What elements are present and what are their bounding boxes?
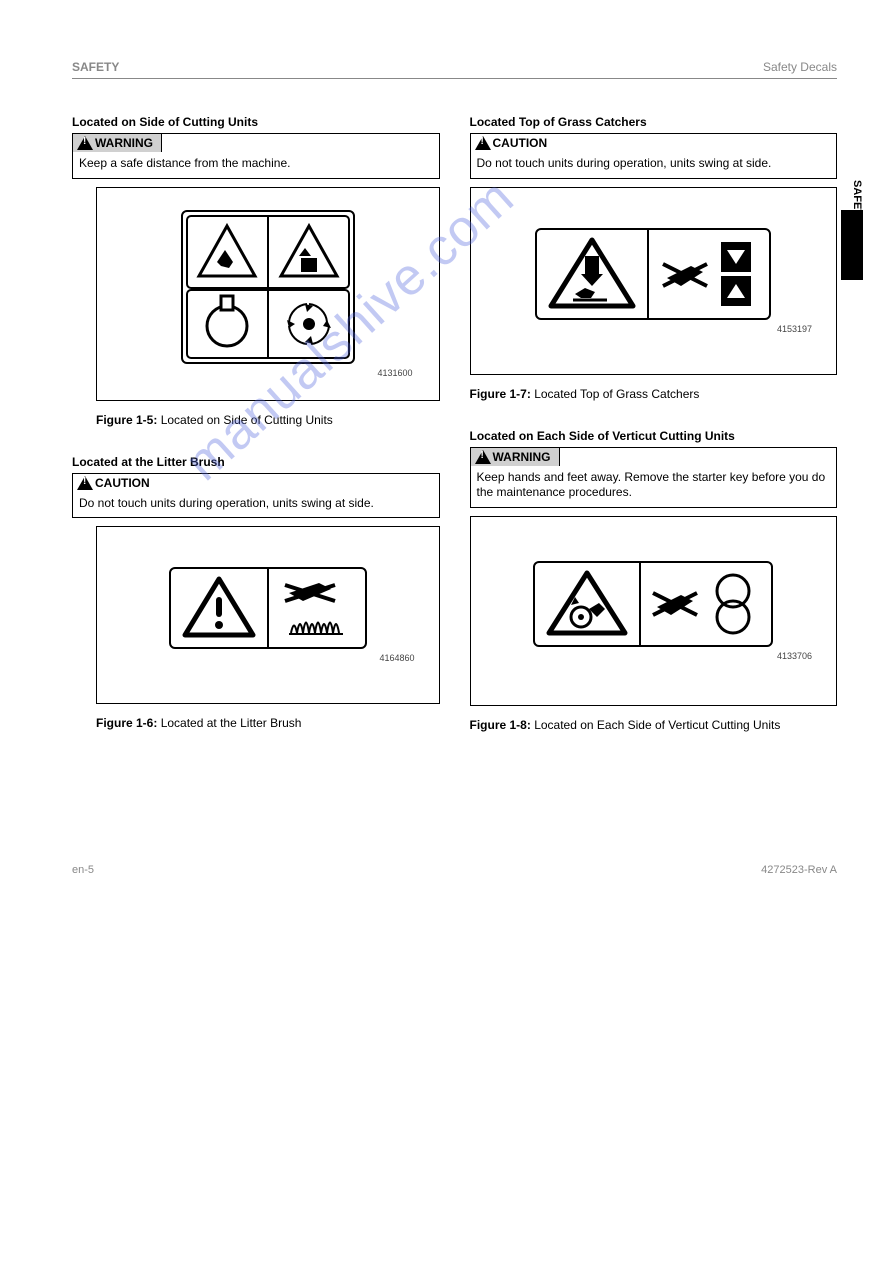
alert-triangle-icon — [475, 136, 491, 150]
warning-box-4: WARNING Keep hands and feet away. Remove… — [470, 447, 838, 508]
heading-4: Located on Each Side of Verticut Cutting… — [470, 429, 838, 443]
warning-body-2: Do not touch units during operation, uni… — [471, 152, 837, 178]
figure-caption-3: Figure 1-6: Located at the Litter Brush — [96, 716, 440, 730]
decal-image-1 — [183, 212, 353, 362]
brush-hazard-icon — [279, 575, 355, 641]
figure-caption-4: Figure 1-8: Located on Each Side of Vert… — [470, 718, 838, 732]
no-hand-rollers-icon — [651, 569, 761, 639]
part-num-2: 4153197 — [777, 324, 812, 334]
right-column: Located Top of Grass Catchers CAUTION Do… — [470, 109, 838, 754]
warning-box-2: CAUTION Do not touch units during operat… — [470, 133, 838, 179]
crush-hazard-icon — [547, 236, 637, 312]
no-hand-arrows-icon — [659, 236, 759, 312]
fig-text-4: Located on Each Side of Verticut Cutting… — [534, 718, 780, 732]
footer-right: 4272523-Rev A — [761, 864, 837, 876]
header-right: Safety Decals — [763, 60, 837, 74]
warning-box-1: WARNING Keep a safe distance from the ma… — [72, 133, 440, 179]
warning-title-1: WARNING — [95, 136, 153, 150]
header-left: SAFETY — [72, 60, 119, 74]
figure-box-2: 4153197 — [470, 187, 838, 375]
figure-box-3: 4164860 — [96, 526, 440, 704]
fig-text-1: Located on Side of Cutting Units — [161, 413, 333, 427]
figure-caption-2: Figure 1-7: Located Top of Grass Catcher… — [470, 387, 838, 401]
side-label: SAFETY — [851, 180, 863, 223]
warning-title-4: WARNING — [493, 450, 551, 464]
decal-2 — [535, 228, 771, 320]
fig-text-2: Located Top of Grass Catchers — [534, 387, 699, 401]
footer-left: en-5 — [72, 864, 94, 876]
warning-body-1: Keep a safe distance from the machine. — [73, 152, 439, 178]
heading-1: Located on Side of Cutting Units — [72, 115, 440, 129]
part-num-1: 4131600 — [377, 368, 412, 378]
decal-3 — [169, 567, 367, 649]
heading-3: Located at the Litter Brush — [72, 455, 440, 469]
fig-num-2: Figure 1-7 — [470, 387, 527, 401]
warning-title-3: CAUTION — [95, 476, 150, 490]
left-column: Located on Side of Cutting Units WARNING… — [72, 109, 440, 754]
alert-triangle-icon — [77, 476, 93, 490]
fig-text-3: Located at the Litter Brush — [161, 716, 302, 730]
page-header: SAFETY Safety Decals — [72, 60, 837, 79]
fig-num-4: Figure 1-8 — [470, 718, 527, 732]
heading-2: Located Top of Grass Catchers — [470, 115, 838, 129]
figure-box-1: 4131600 — [96, 187, 440, 401]
page-footer: en-5 4272523-Rev A — [72, 864, 837, 876]
alert-triangle-icon — [475, 450, 491, 464]
cut-hazard-icon — [545, 569, 629, 639]
fig-num-3: Figure 1-6 — [96, 716, 153, 730]
warning-box-3: CAUTION Do not touch units during operat… — [72, 473, 440, 519]
part-num-3: 4164860 — [379, 653, 414, 663]
warning-body-4: Keep hands and feet away. Remove the sta… — [471, 466, 837, 507]
figure-caption-1: Figure 1-5: Located on Side of Cutting U… — [96, 413, 440, 427]
decal-1 — [181, 210, 355, 364]
warning-body-3: Do not touch units during operation, uni… — [73, 492, 439, 518]
alert-triangle-icon — [77, 136, 93, 150]
figure-box-4: 4133706 — [470, 516, 838, 706]
content-columns: Located on Side of Cutting Units WARNING… — [72, 109, 837, 754]
warning-title-2: CAUTION — [493, 136, 548, 150]
fig-num-1: Figure 1-5 — [96, 413, 153, 427]
hazard-triangle-icon — [181, 575, 257, 641]
part-num-4: 4133706 — [777, 651, 812, 661]
decal-4 — [533, 561, 773, 647]
